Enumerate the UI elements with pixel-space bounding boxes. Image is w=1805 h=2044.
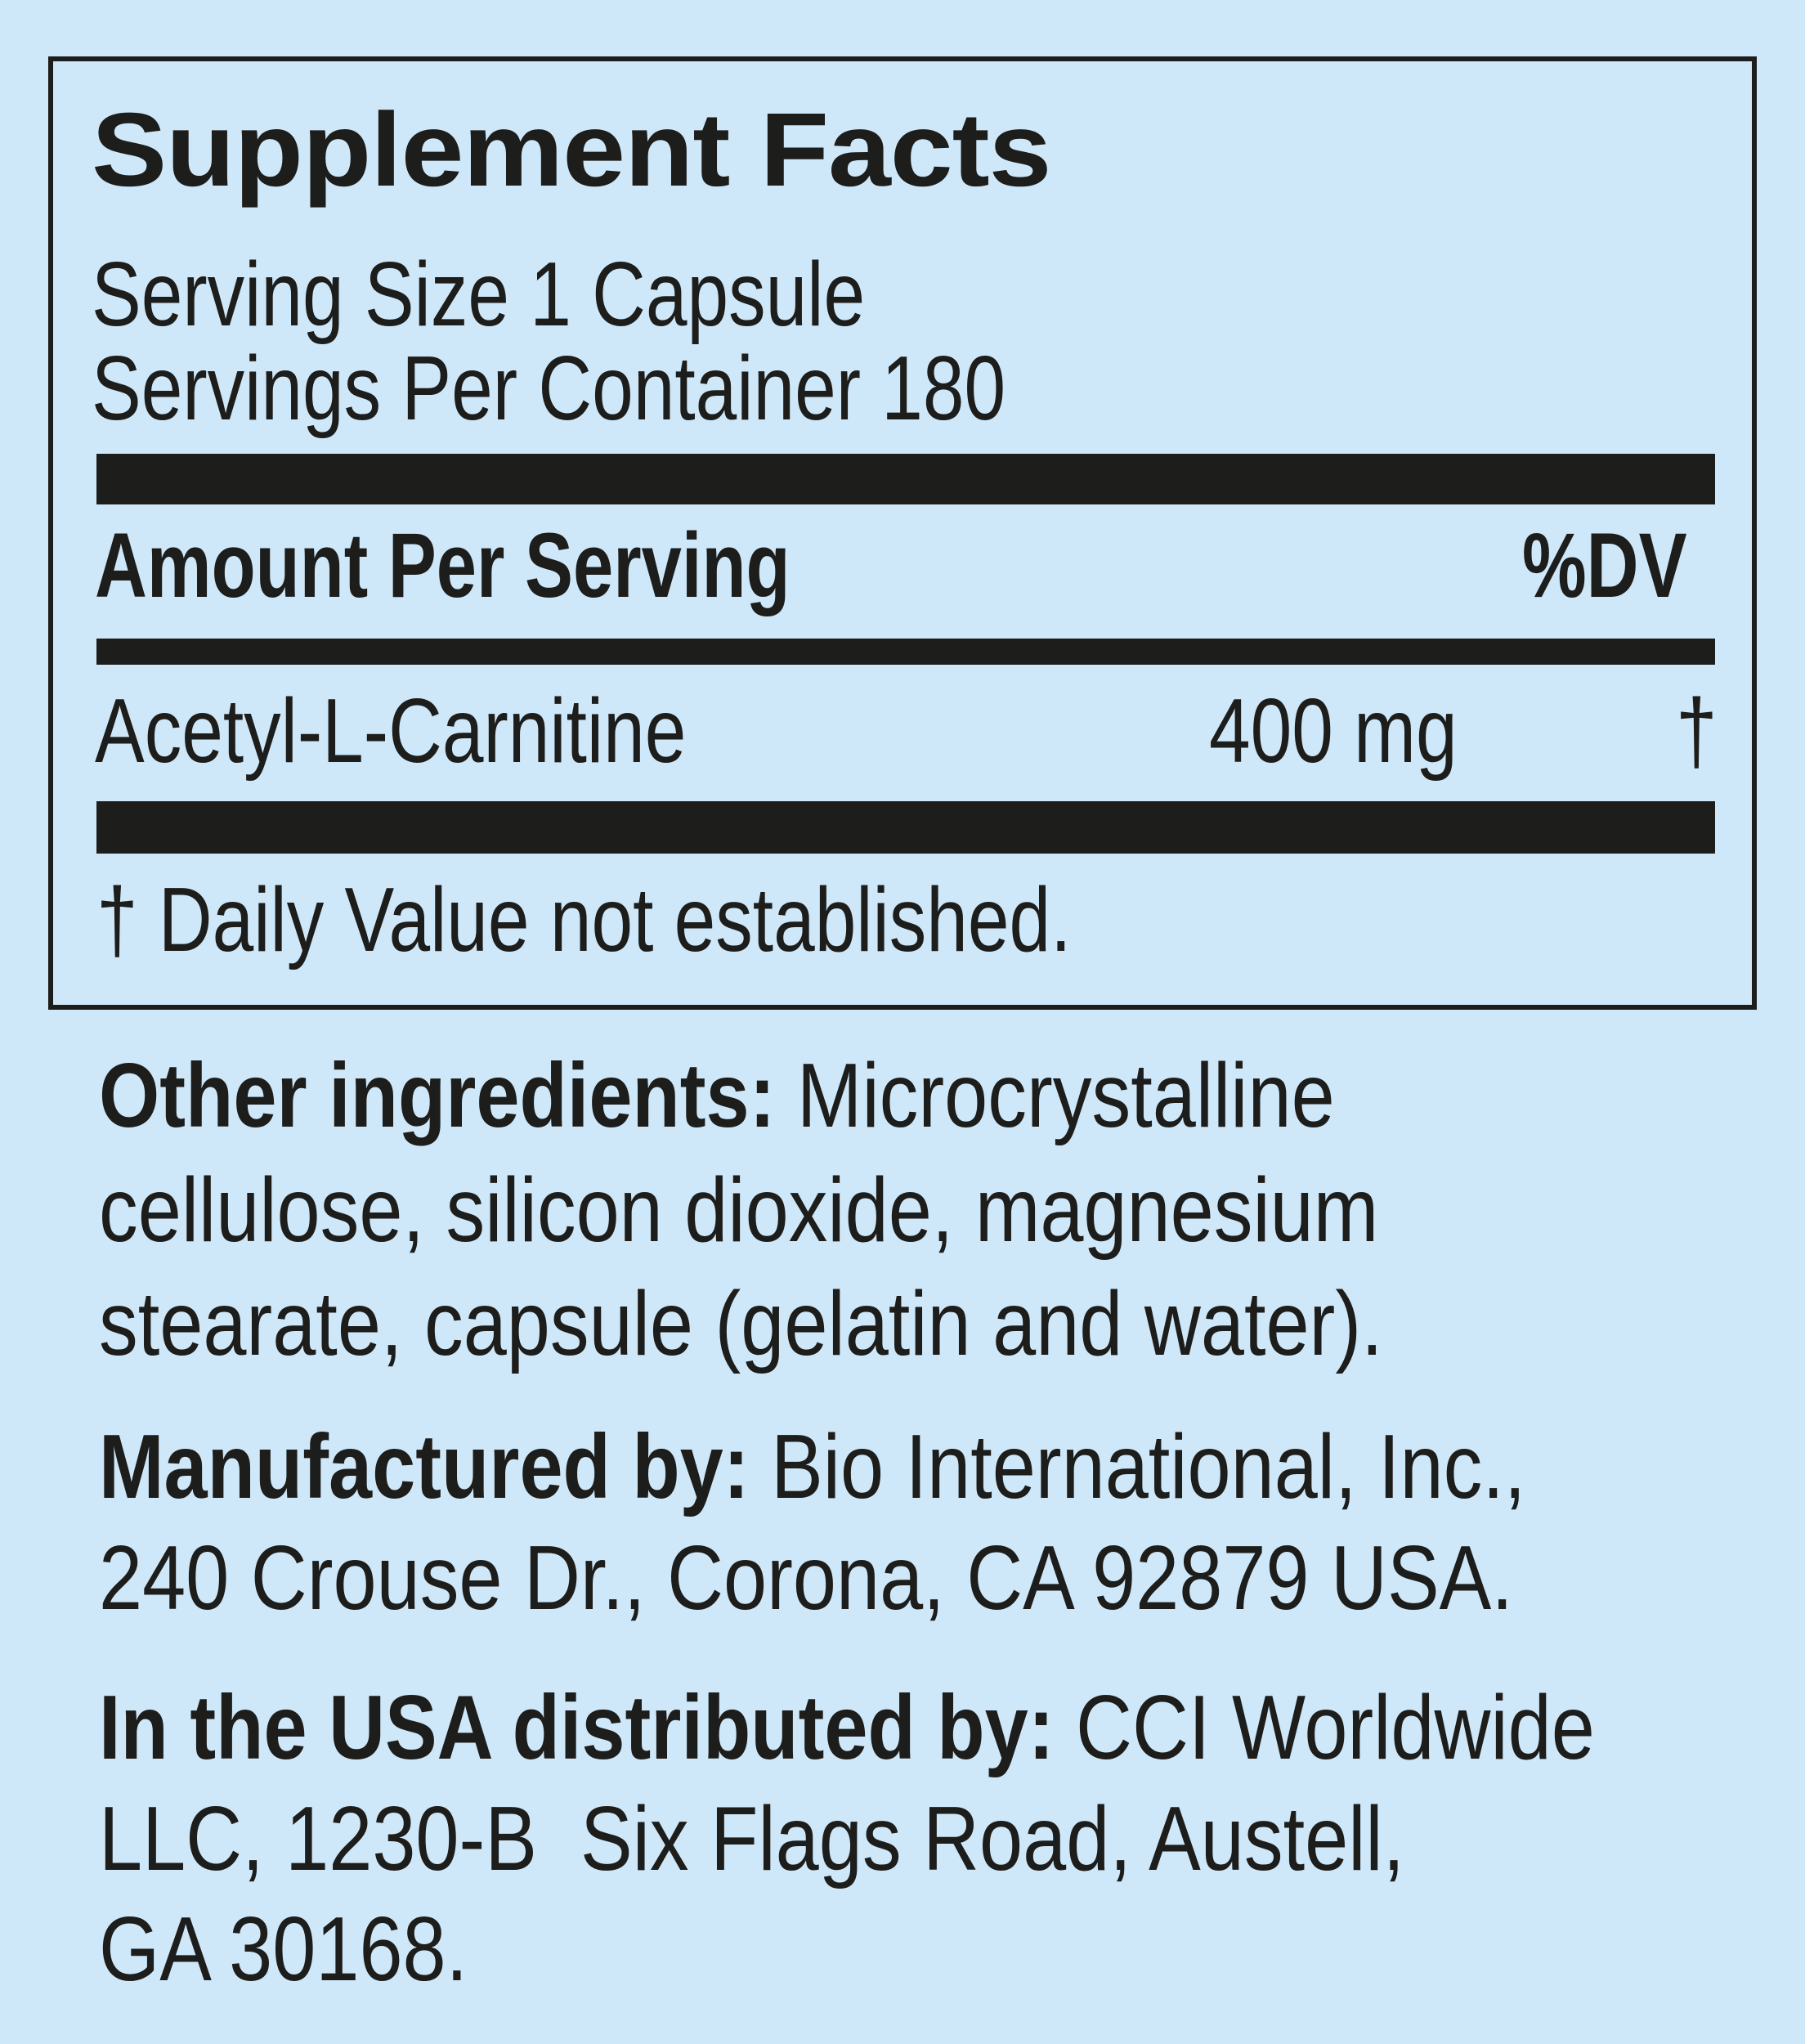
supplement-facts-panel bbox=[48, 56, 1757, 1010]
distributor-line: In the USA distributed by: CCI Worldwide bbox=[99, 1683, 1595, 1773]
ingredient-dv: † bbox=[1676, 680, 1718, 782]
ingredient-amount: 400 mg bbox=[1209, 680, 1458, 782]
distributor-label: In the USA distributed by: bbox=[99, 1677, 1055, 1778]
serving-size: Serving Size 1 Capsule bbox=[92, 244, 866, 345]
other-ingredients-line: cellulose, silicon dioxide, magnesium bbox=[99, 1159, 1379, 1261]
manufacturer-line: Manufactured by: Bio International, Inc.… bbox=[99, 1422, 1525, 1513]
other-ingredients-line: Other ingredients: Microcrystalline bbox=[99, 1051, 1335, 1141]
ingredient-name: Acetyl-L-Carnitine bbox=[95, 680, 687, 782]
distributor-line: LLC, 1230-B Six Flags Road, Austell, bbox=[99, 1788, 1405, 1889]
other-ingredients-label: Other ingredients: bbox=[99, 1045, 776, 1146]
dv-header: %DV bbox=[1522, 514, 1687, 616]
other-ingredients-text: Microcrystalline bbox=[796, 1045, 1335, 1146]
thick-divider bbox=[96, 454, 1715, 504]
distributor-text: CCI Worldwide bbox=[1076, 1677, 1595, 1778]
footnote: † Daily Value not established. bbox=[96, 869, 1072, 970]
distributor-line: GA 30168. bbox=[99, 1898, 468, 2000]
manufacturer-line: 240 Crouse Dr., Corona, CA 92879 USA. bbox=[99, 1527, 1513, 1629]
manufacturer-text: Bio International, Inc., bbox=[771, 1416, 1526, 1517]
amount-per-serving-header: Amount Per Serving bbox=[95, 514, 791, 616]
thick-divider bbox=[96, 801, 1715, 854]
medium-divider bbox=[96, 639, 1715, 665]
manufacturer-label: Manufactured by: bbox=[99, 1416, 750, 1517]
panel-title: Supplement Facts bbox=[92, 92, 1051, 208]
servings-per-container: Servings Per Container 180 bbox=[92, 338, 1006, 439]
other-ingredients-line: stearate, capsule (gelatin and water). bbox=[99, 1273, 1383, 1374]
